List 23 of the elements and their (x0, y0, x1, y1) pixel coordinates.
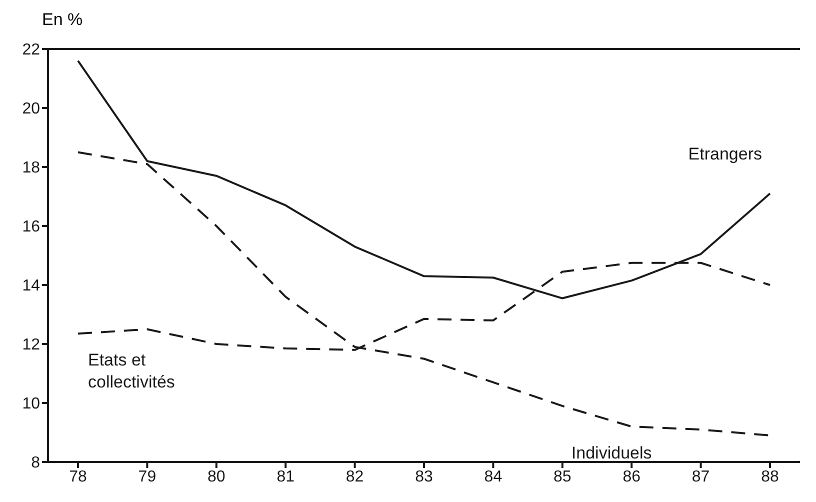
y-tick-label: 8 (31, 454, 40, 472)
x-tick-label: 82 (346, 468, 364, 486)
x-tick-label: 86 (622, 468, 641, 486)
series-label: Etrangers (688, 144, 762, 164)
series-label: Etats et collectivités (88, 350, 175, 392)
x-tick-label: 79 (138, 468, 156, 486)
series-label: Individuels (571, 444, 652, 463)
x-tick-label: 85 (554, 468, 572, 486)
x-tick-label: 84 (484, 468, 502, 486)
y-tick-label: 18 (22, 160, 40, 177)
y-tick-label: 12 (22, 336, 40, 354)
x-tick-label: 83 (415, 468, 433, 486)
x-tick-label: 80 (208, 468, 226, 486)
x-tick-label: 88 (761, 468, 779, 486)
y-tick-label: 16 (22, 218, 40, 236)
x-tick-label: 81 (276, 468, 295, 486)
y-tick-label: 22 (22, 42, 40, 59)
y-axis-title: En % (42, 10, 83, 30)
y-tick-label: 20 (22, 100, 40, 118)
y-tick-label: 14 (22, 278, 40, 295)
x-tick-label: 78 (69, 468, 87, 486)
x-tick-label: 87 (692, 468, 710, 486)
y-tick-label: 10 (22, 396, 40, 413)
